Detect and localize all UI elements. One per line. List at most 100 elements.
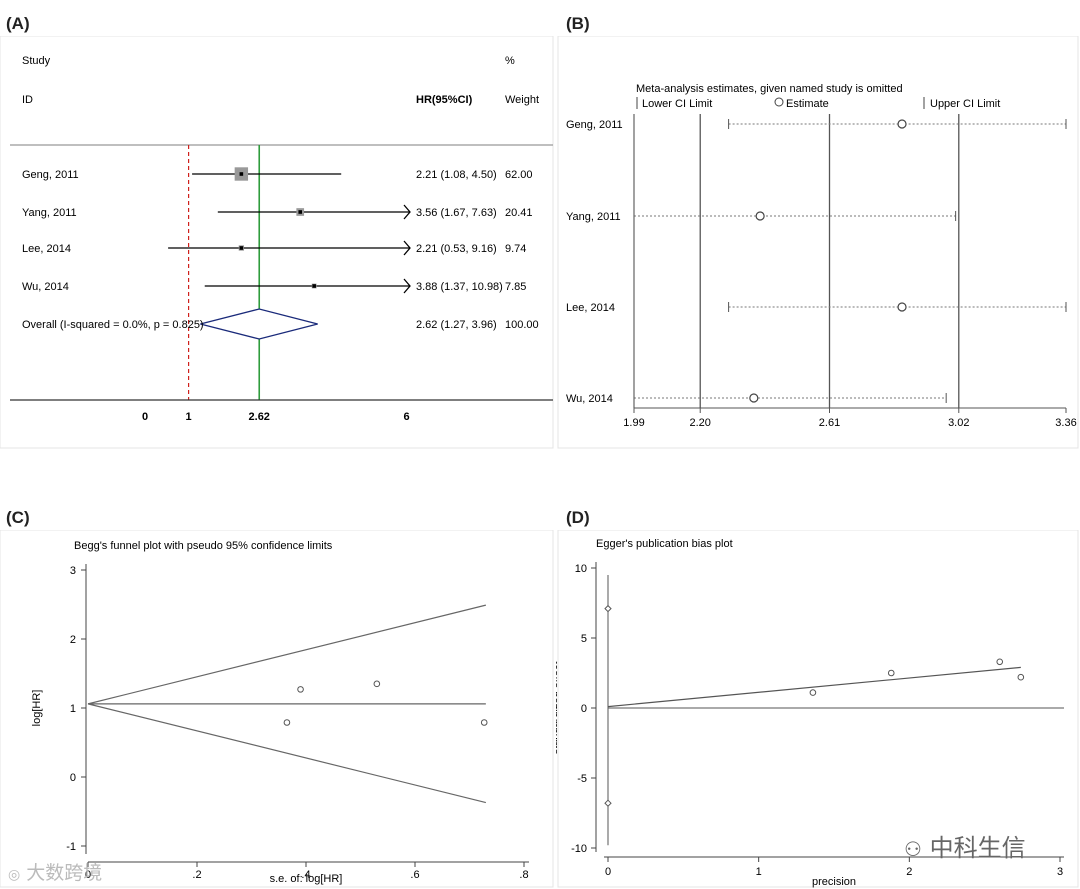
- intercept-marker: [604, 604, 612, 613]
- x-tick-label: 3.36: [1055, 417, 1076, 429]
- y-tick-label: 5: [581, 633, 587, 645]
- header-hr: HR(95%CI): [416, 94, 473, 106]
- hr-text: 2.21 (1.08, 4.50): [416, 169, 497, 181]
- hr-text: 2.21 (0.53, 9.16): [416, 243, 497, 255]
- study-label: Yang, 2011: [566, 211, 621, 223]
- study-label: Lee, 2014: [22, 243, 71, 255]
- weibo-logo-icon: ◎: [8, 867, 21, 883]
- y-tick-label: 0: [70, 772, 76, 784]
- x-tick-label: 1.99: [623, 417, 644, 429]
- study-point: [887, 669, 895, 677]
- y-tick-label: -1: [66, 841, 76, 853]
- estimate-point: [897, 119, 907, 129]
- y-tick-label: 1: [70, 703, 76, 715]
- hr-text: 3.88 (1.37, 10.98): [416, 281, 503, 293]
- regression-line: [607, 666, 1021, 708]
- panel-d-frame: [557, 530, 1079, 888]
- x-tick-label: 2.20: [690, 417, 711, 429]
- study-point: [996, 658, 1004, 666]
- legend-estimate: Estimate: [786, 98, 829, 110]
- x-tick-label: 0: [605, 866, 611, 878]
- x-axis-title: s.e. of: log[HR]: [270, 873, 343, 885]
- y-tick-label: -10: [571, 843, 587, 855]
- header-weight: Weight: [505, 94, 539, 106]
- header-study: Study: [22, 55, 51, 67]
- study-point: [809, 689, 817, 696]
- estimate-point: [755, 211, 765, 221]
- point-estimate: [239, 172, 244, 176]
- panel-label-b: (B): [566, 14, 590, 33]
- panel-a-frame: [0, 36, 554, 449]
- study-point: [1017, 673, 1025, 681]
- ci-arrow: [403, 204, 411, 220]
- header-id: ID: [22, 94, 33, 106]
- legend-estimate-marker: [774, 97, 784, 107]
- chart-title: Egger's publication bias plot: [596, 538, 733, 550]
- study-label: Wu, 2014: [22, 281, 69, 293]
- x-tick-label: 1: [756, 866, 762, 878]
- estimate-point: [749, 393, 759, 403]
- watermark-left: ◎ 大数跨境: [8, 858, 102, 885]
- panel-label-c: (C): [6, 508, 30, 527]
- legend-lower: Lower CI Limit: [642, 98, 712, 110]
- forest-plot: Study ID HR(95%CI)% Weight Geng, 2011 2.21 (1…: [0, 36, 554, 449]
- x-tick-label: 0: [142, 411, 148, 423]
- sensitivity-plot: Meta-analysis estimates, given named stu…: [557, 36, 1079, 449]
- x-axis-title: precision: [812, 876, 856, 888]
- x-tick-label: 6: [404, 411, 410, 423]
- weight-text: 20.41: [505, 207, 533, 219]
- overall-diamond: [200, 308, 318, 340]
- hr-text: 3.56 (1.67, 7.63): [416, 207, 497, 219]
- x-tick-label: 3.02: [948, 417, 969, 429]
- study-label: Geng, 2011: [566, 119, 623, 131]
- weight-text: 7.85: [505, 281, 526, 293]
- study-label: Geng, 2011: [22, 169, 79, 181]
- study-label: Wu, 2014: [566, 393, 613, 405]
- overall-hr-text: 2.62 (1.27, 3.96): [416, 319, 497, 331]
- chart-title: Begg's funnel plot with pseudo 95% confi…: [74, 540, 333, 552]
- intercept-marker: [604, 799, 612, 807]
- x-tick-label: 2: [906, 866, 912, 878]
- study-point: [297, 686, 304, 693]
- x-tick-label: 1: [186, 411, 192, 423]
- point-estimate: [312, 284, 316, 288]
- point-estimate: [239, 246, 244, 250]
- x-tick-label: .6: [410, 869, 419, 881]
- lower-confidence-limit: [87, 703, 486, 804]
- y-tick-label: 2: [70, 634, 76, 646]
- overall-label: Overall (I-squared = 0.0%, p = 0.825): [22, 319, 204, 331]
- x-tick-label: 0: [85, 869, 91, 881]
- ci-arrow: [403, 240, 411, 256]
- ci-arrow: [403, 278, 411, 294]
- study-label: Yang, 2011: [22, 207, 77, 219]
- chart-title: Meta-analysis estimates, given named stu…: [636, 83, 903, 95]
- x-tick-label: 2.61: [819, 417, 840, 429]
- upper-confidence-limit: [87, 604, 486, 705]
- watermark-right-text: 中科生信: [929, 834, 1026, 862]
- study-point: [480, 719, 488, 726]
- panel-c-frame: [0, 530, 554, 888]
- estimate-point: [897, 302, 907, 312]
- point-estimate: [298, 210, 303, 214]
- panel-label-a: (A): [6, 14, 30, 33]
- egger-plot: Egger's publication bias plot -10 -5 0 5 10 0 1…: [556, 530, 1079, 888]
- x-tick-label: 2.62: [249, 411, 270, 423]
- y-axis-title: log[HR]: [31, 690, 43, 727]
- study-point: [373, 680, 381, 688]
- panel-b-frame: [557, 36, 1079, 449]
- y-tick-label: -5: [577, 773, 587, 785]
- wechat-logo-icon: ⚇: [904, 837, 922, 861]
- header-pct: %: [505, 55, 515, 67]
- study-label: Lee, 2014: [566, 302, 615, 314]
- x-tick-label: .8: [519, 869, 528, 881]
- watermark-right: ⚇ 中科生信: [904, 828, 1026, 863]
- panel-label-d: (D): [566, 508, 590, 527]
- study-point: [283, 719, 291, 726]
- y-axis-title: standardized effect: [556, 662, 560, 755]
- weight-text: 62.00: [505, 169, 533, 181]
- x-tick-label: .2: [192, 869, 201, 881]
- y-tick-label: 0: [581, 703, 587, 715]
- funnel-plot: Begg's funnel plot with pseudo 95% confi…: [0, 530, 554, 888]
- y-tick-label: 10: [575, 563, 587, 575]
- legend-upper: Upper CI Limit: [930, 98, 1000, 110]
